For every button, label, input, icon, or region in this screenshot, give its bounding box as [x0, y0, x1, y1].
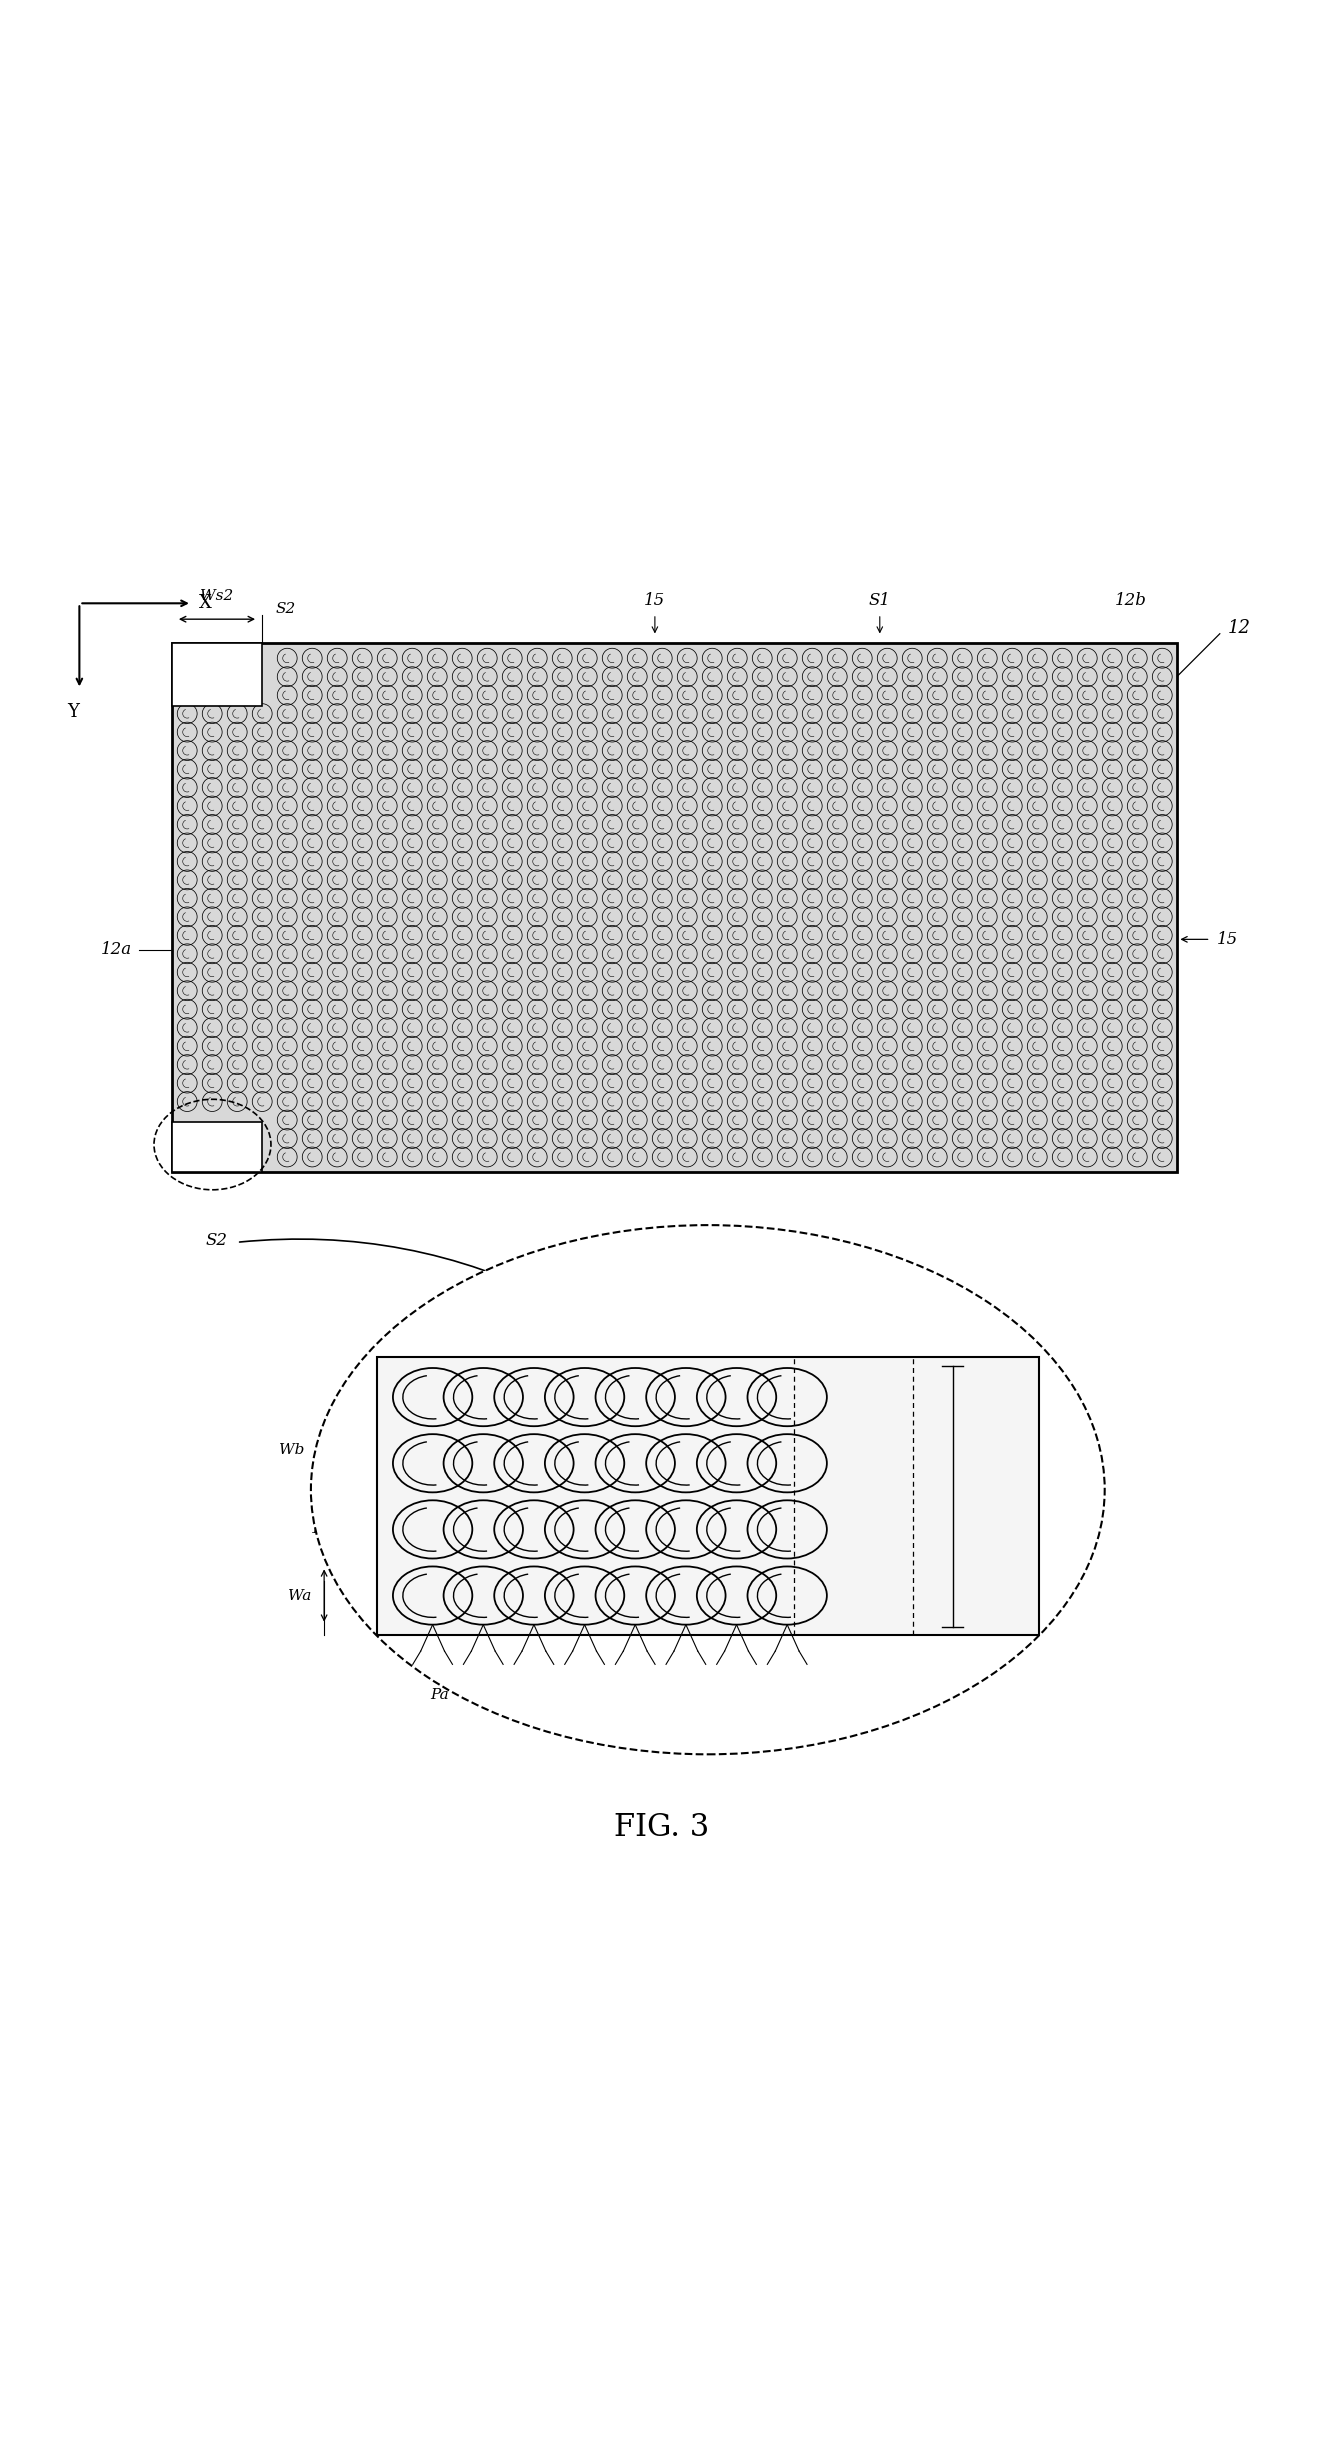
Text: Y: Y: [67, 702, 78, 721]
Text: 15a: 15a: [533, 1635, 561, 1701]
Text: 15: 15: [738, 1643, 785, 1701]
Text: 15: 15: [644, 592, 665, 609]
Text: S2: S2: [206, 1231, 228, 1248]
Text: Hs2: Hs2: [968, 1489, 999, 1504]
Text: Pa: Pa: [430, 1635, 448, 1701]
Text: S2: S2: [929, 1689, 950, 1701]
Text: 12: 12: [1228, 619, 1250, 638]
Text: Wa: Wa: [287, 1589, 311, 1604]
Text: 15: 15: [1217, 931, 1238, 948]
Text: Wb: Wb: [529, 1314, 554, 1328]
Bar: [172, 643, 262, 707]
Bar: [172, 643, 1177, 1172]
Text: X: X: [198, 595, 212, 612]
Text: Ws2: Ws2: [200, 590, 234, 604]
Text: 12b: 12b: [311, 1523, 340, 1535]
Bar: [172, 1121, 262, 1172]
Text: S1: S1: [869, 592, 890, 609]
Text: 12b: 12b: [1115, 592, 1147, 609]
Text: FIG. 3: FIG. 3: [614, 1811, 709, 1842]
Bar: [377, 1357, 1039, 1635]
Text: 12a: 12a: [101, 941, 132, 958]
Text: Wb: Wb: [279, 1443, 304, 1457]
Text: S2: S2: [275, 602, 295, 617]
Ellipse shape: [311, 1226, 1105, 1755]
Text: S1: S1: [800, 1689, 822, 1701]
